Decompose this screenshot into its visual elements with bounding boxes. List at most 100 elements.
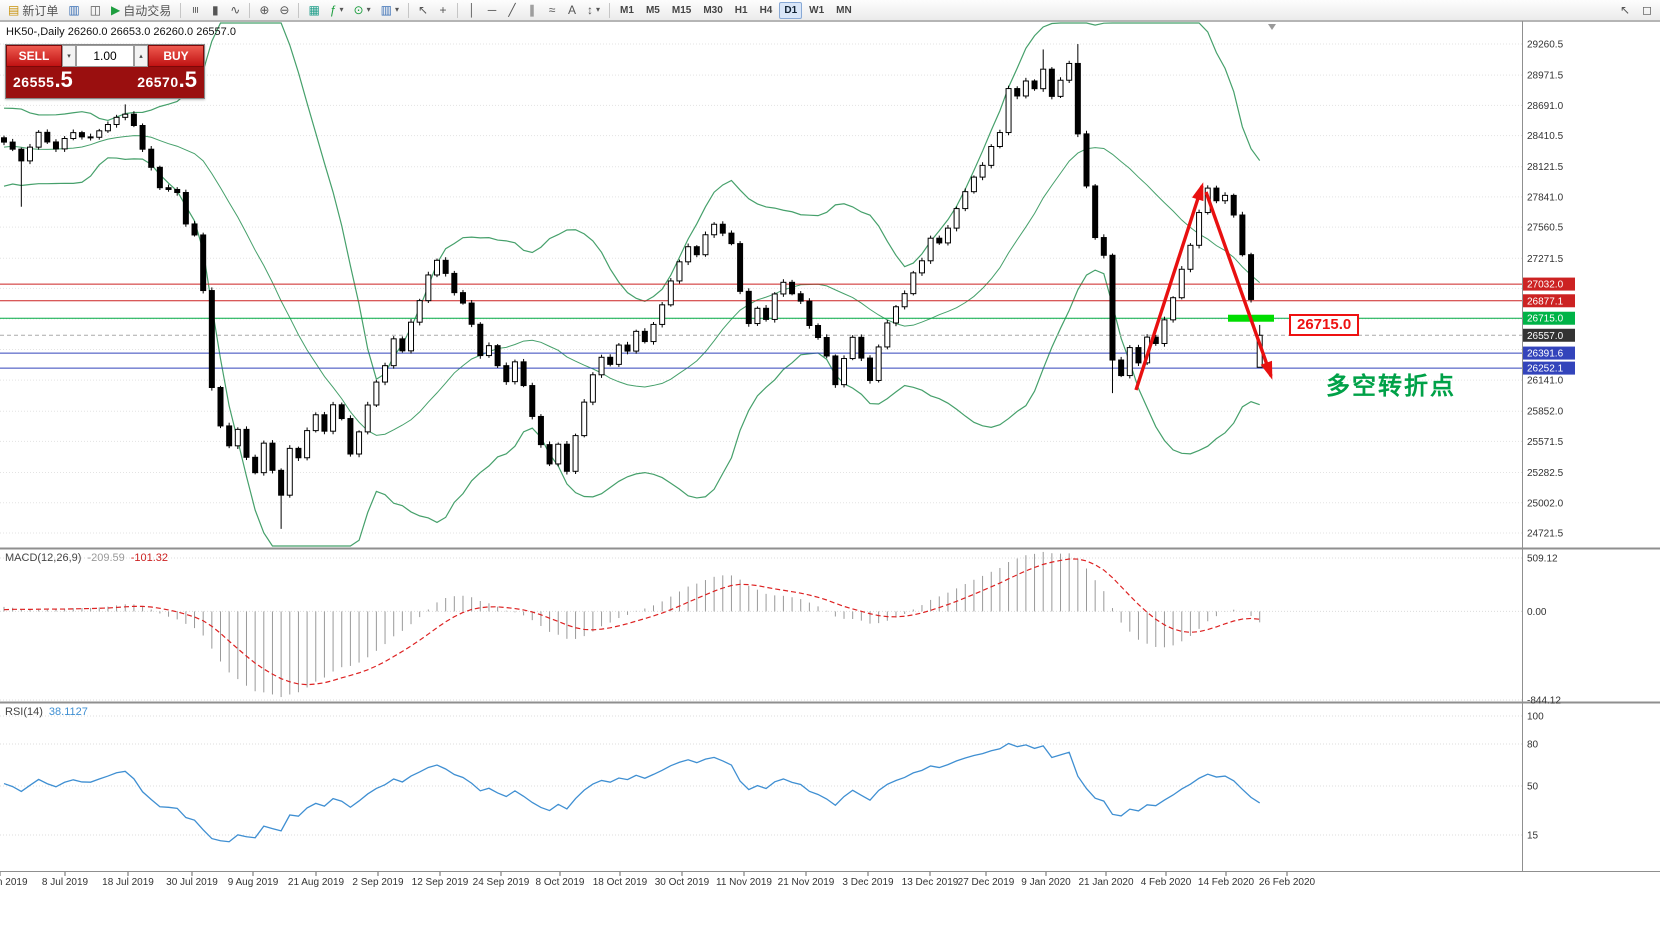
horizontal-line-icon: ─ [487,3,497,17]
svg-text:28691.0: 28691.0 [1527,101,1564,112]
channel-icon: ∥ [529,3,536,17]
svg-text:26 Jun 2019: 26 Jun 2019 [0,877,28,888]
pointer-mode-button[interactable]: ↖ [1616,1,1634,19]
svg-text:18 Oct 2019: 18 Oct 2019 [593,877,648,888]
arrows-tool-button[interactable]: ↕ ▾ [583,1,604,19]
zoom-out-button[interactable]: ⊖ [275,1,293,19]
svg-text:25852.0: 25852.0 [1527,407,1564,418]
toolbar-separator [407,2,409,18]
svg-text:14 Feb 2020: 14 Feb 2020 [1198,877,1255,888]
sell-price: 26555.5 [13,69,73,92]
svg-text:27032.0: 27032.0 [1527,280,1564,291]
horizontal-line-tool-button[interactable]: ─ [483,1,501,19]
candlestick-icon: ▮ [211,3,219,17]
svg-text:26557.0: 26557.0 [1527,331,1564,342]
trendline-tool-button[interactable]: ╱ [503,1,521,19]
template-button[interactable]: ▥ ▾ [377,1,403,19]
crosshair-icon: + [439,3,447,17]
svg-text:27271.5: 27271.5 [1527,254,1564,265]
svg-text:30 Oct 2019: 30 Oct 2019 [655,877,710,888]
period-button[interactable]: ⊙ ▾ [350,1,375,19]
channel-tool-button[interactable]: ∥ [523,1,541,19]
one-click-trading-panel: SELL ▾ ▴ BUY 26555.5 26570.5 [5,44,205,99]
chevron-down-icon: ▾ [596,5,601,14]
svg-text:100: 100 [1527,712,1544,723]
svg-text:2 Sep 2019: 2 Sep 2019 [352,877,404,888]
bar-chart-icon: ≡ [188,6,203,14]
profiles-button[interactable]: ◫ [86,1,105,19]
indicators-icon: ƒ [329,3,337,17]
candlesticks [1,44,1263,529]
price-axis[interactable]: 29260.5 28971.5 28691.0 28410.5 28121.5 27841… [1523,40,1575,540]
timeframe-h1[interactable]: H1 [734,4,748,16]
vertical-line-icon: │ [468,3,476,17]
autotrading-label: 自动交易 [123,3,172,18]
fibonacci-tool-button[interactable]: ≈ [543,1,561,19]
time-axis[interactable]: 26 Jun 2019 8 Jul 2019 18 Jul 2019 30 Jul 2… [0,872,1316,888]
svg-text:0.00: 0.00 [1527,607,1547,618]
panel-icon: ◻ [1642,3,1652,17]
sell-price-base: 26555 [13,74,55,90]
buy-price-big-digit: .5 [178,67,197,92]
sell-button[interactable]: SELL [6,45,62,67]
svg-text:8 Jul 2019: 8 Jul 2019 [42,877,89,888]
macd-value: -209.59 [87,552,125,564]
tile-windows-icon: ▦ [308,3,320,17]
svg-text:509.12: 509.12 [1527,554,1558,565]
timeframe-m1[interactable]: M1 [620,4,634,16]
panel-toggle-button[interactable]: ◻ [1638,1,1656,19]
svg-text:21 Aug 2019: 21 Aug 2019 [288,877,345,888]
autotrading-button[interactable]: ▶ 自动交易 [107,1,175,19]
pointer-icon: ↖ [1619,3,1630,17]
new-order-label: 新订单 [22,3,59,18]
chevron-down-icon: ▾ [394,5,399,14]
bar-chart-button[interactable]: ≡ [186,1,204,19]
timeframe-mn[interactable]: MN [836,4,852,16]
volume-input[interactable] [76,45,134,67]
svg-text:4 Feb 2020: 4 Feb 2020 [1141,877,1192,888]
timeframe-m30[interactable]: M30 [703,4,723,16]
zoom-in-icon: ⊕ [259,3,270,17]
charts-window-button[interactable]: ▥ [64,1,83,19]
svg-text:26715.0: 26715.0 [1527,314,1564,325]
new-order-icon: ▤ [8,3,20,17]
candlestick-chart-button[interactable]: ▮ [206,1,224,19]
svg-text:24 Sep 2019: 24 Sep 2019 [473,877,530,888]
svg-text:9 Jan 2020: 9 Jan 2020 [1021,877,1071,888]
cursor-tool-button[interactable]: ↖ [414,1,432,19]
macd-panel: 509.12 0.00 -844.12 [0,551,1561,707]
timeframe-h4[interactable]: H4 [759,4,773,16]
toolbar-separator [609,2,611,18]
crosshair-tool-button[interactable]: + [434,1,452,19]
svg-text:26391.6: 26391.6 [1527,349,1564,360]
svg-text:26141.0: 26141.0 [1527,376,1564,387]
svg-text:26877.1: 26877.1 [1527,296,1564,307]
volume-decrease-button[interactable]: ▾ [62,45,76,67]
timeframe-m15[interactable]: M15 [671,4,692,16]
svg-text:26 Feb 2020: 26 Feb 2020 [1259,877,1316,888]
zoom-out-icon: ⊖ [279,3,290,17]
svg-text:28121.5: 28121.5 [1527,162,1564,173]
line-chart-icon: ∿ [230,3,241,17]
buy-button[interactable]: BUY [148,45,204,67]
timeframe-m5[interactable]: M5 [645,4,660,16]
timeframe-w1[interactable]: W1 [809,4,825,16]
svg-text:25282.5: 25282.5 [1527,468,1564,479]
timeframe-d1[interactable]: D1 [779,1,803,19]
rsi-panel: 100 80 50 15 [0,712,1544,843]
svg-text:27560.5: 27560.5 [1527,223,1564,234]
svg-text:18 Jul 2019: 18 Jul 2019 [102,877,154,888]
vertical-line-tool-button[interactable]: │ [463,1,481,19]
svg-text:21 Nov 2019: 21 Nov 2019 [778,877,835,888]
indicators-button[interactable]: ƒ ▾ [326,1,348,19]
tile-windows-button[interactable]: ▦ [304,1,323,19]
new-order-button[interactable]: ▤ 新订单 [4,1,62,19]
zoom-in-button[interactable]: ⊕ [255,1,273,19]
svg-text:80: 80 [1527,740,1539,751]
volume-increase-button[interactable]: ▴ [134,45,148,67]
svg-text:13 Dec 2019: 13 Dec 2019 [902,877,959,888]
line-chart-button[interactable]: ∿ [226,1,244,19]
svg-text:27 Dec 2019: 27 Dec 2019 [958,877,1015,888]
text-tool-button[interactable]: A [563,1,581,19]
